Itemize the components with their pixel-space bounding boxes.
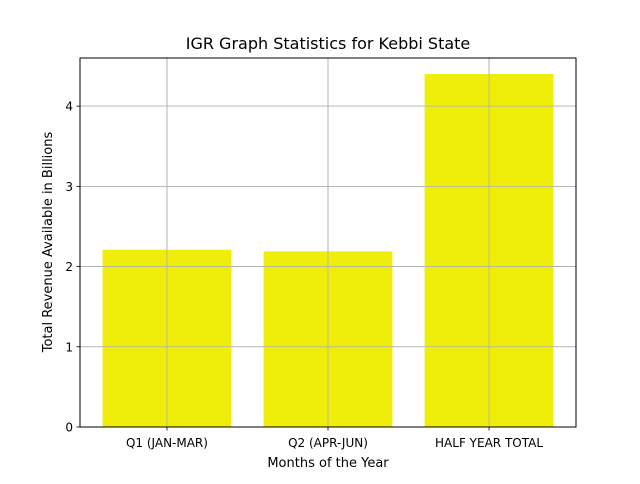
- y-tick-label: 0: [65, 421, 73, 435]
- x-axis-ticks: Q1 (JAN-MAR) Q2 (APR-JUN) HALF YEAR TOTAL: [126, 427, 543, 450]
- y-axis-ticks: 0 1 2 3 4: [65, 100, 80, 435]
- bars: [80, 58, 576, 428]
- y-tick-label: 1: [65, 340, 73, 354]
- y-tick-label: 4: [65, 100, 73, 114]
- y-axis-label: Total Revenue Available in Billions: [41, 132, 56, 354]
- x-tick-label: Q2 (APR-JUN): [288, 436, 368, 450]
- x-tick-label: Q1 (JAN-MAR): [126, 436, 208, 450]
- x-tick-label: HALF YEAR TOTAL: [435, 436, 543, 450]
- y-tick-label: 2: [65, 260, 73, 274]
- plot-area-frame: [79, 57, 577, 428]
- y-tick-label: 3: [65, 180, 73, 194]
- chart-title: IGR Graph Statistics for Kebbi State: [186, 34, 471, 53]
- x-axis-label: Months of the Year: [267, 456, 389, 471]
